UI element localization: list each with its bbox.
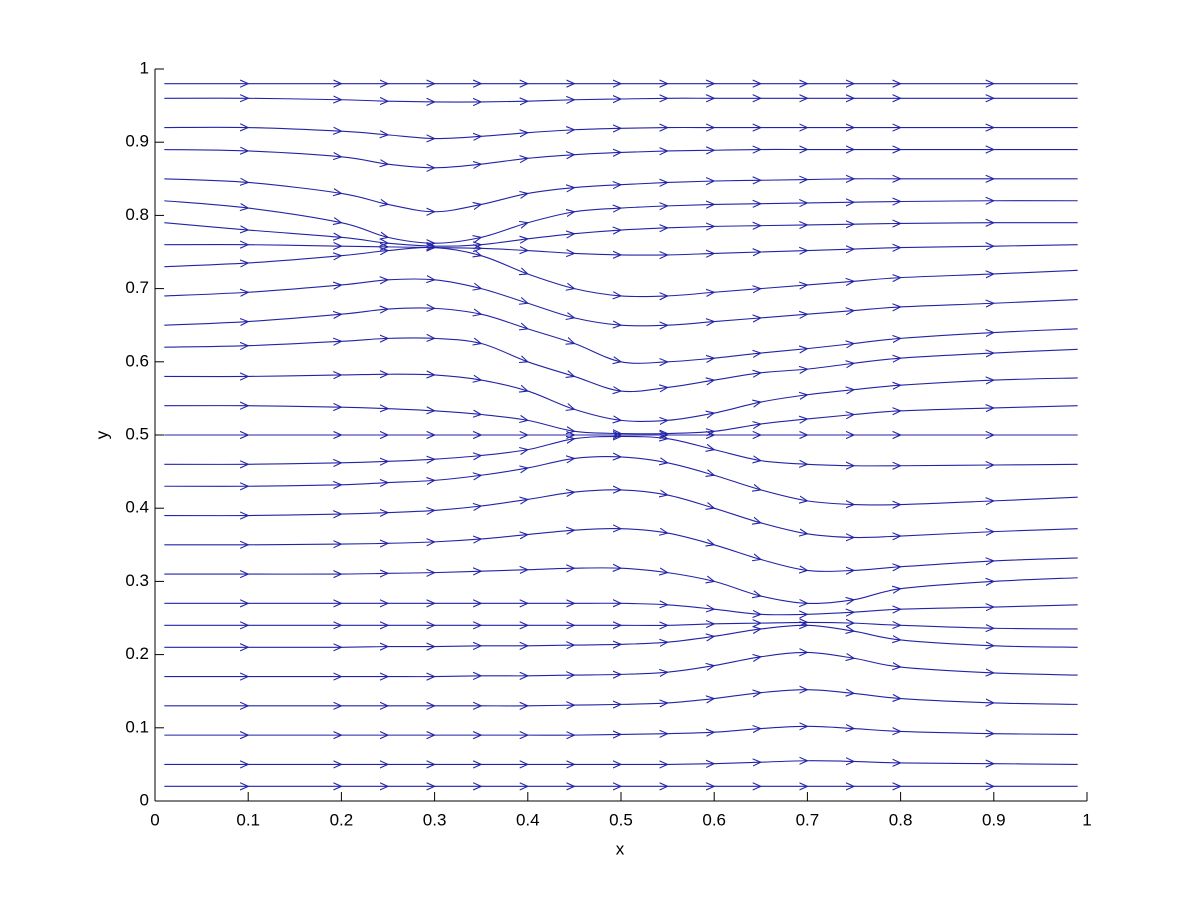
x-tick-label: 0.4 — [516, 810, 540, 829]
y-axis-label: y — [92, 430, 111, 439]
y-tick-label: 0.1 — [125, 717, 149, 736]
y-tick-label: 0 — [140, 790, 149, 809]
y-tick-label: 1 — [140, 58, 149, 77]
y-tick-label: 0.7 — [125, 278, 149, 297]
streamline — [164, 98, 1078, 102]
streamline — [164, 625, 1078, 647]
y-tick-label: 0.2 — [125, 644, 149, 663]
streamline — [164, 690, 1078, 706]
streamline — [164, 223, 1078, 247]
x-tick-label: 0.8 — [889, 810, 913, 829]
x-tick-label: 0.3 — [423, 810, 447, 829]
y-tick-label: 0.4 — [125, 498, 149, 517]
streamline — [164, 652, 1078, 676]
streamline — [164, 603, 1078, 615]
x-tick-label: 0.1 — [236, 810, 260, 829]
streamline — [164, 761, 1078, 765]
x-tick-label: 1 — [1082, 810, 1091, 829]
streamline — [164, 127, 1078, 138]
streamline — [164, 568, 1078, 604]
x-tick-label: 0.5 — [609, 810, 633, 829]
y-tick-label: 0.5 — [125, 424, 149, 443]
streamline — [164, 726, 1078, 735]
x-axis-label: x — [616, 839, 625, 858]
y-tick-label: 0.3 — [125, 571, 149, 590]
y-tick-label: 0.6 — [125, 351, 149, 370]
y-tick-label: 0.9 — [125, 132, 149, 151]
x-tick-label: 0.2 — [330, 810, 354, 829]
x-tick-label: 0.7 — [796, 810, 820, 829]
streamline — [164, 149, 1078, 167]
x-tick-label: 0.9 — [982, 810, 1006, 829]
y-tick-label: 0.8 — [125, 205, 149, 224]
x-tick-label: 0.6 — [702, 810, 726, 829]
x-tick-label: 0 — [150, 810, 159, 829]
